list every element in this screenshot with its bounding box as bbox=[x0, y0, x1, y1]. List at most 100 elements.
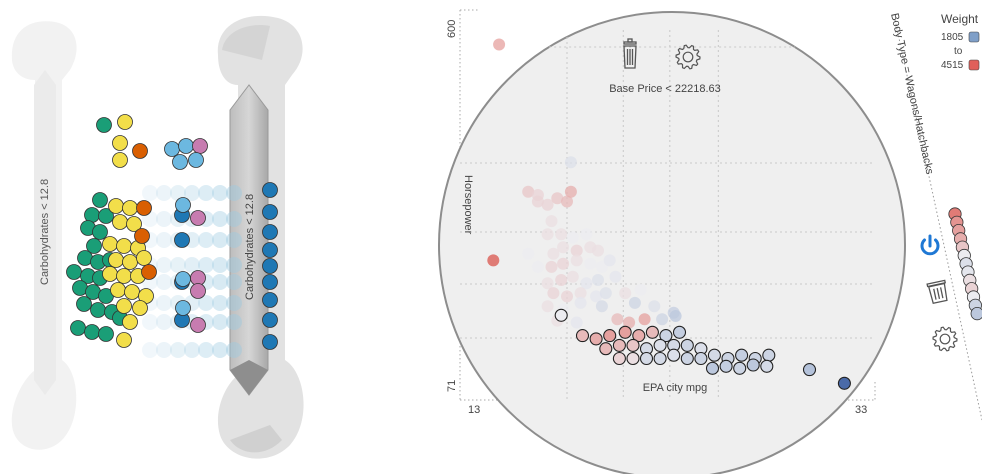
scatter-point[interactable] bbox=[760, 359, 774, 373]
scatter-point[interactable] bbox=[619, 287, 632, 300]
scatter-point[interactable] bbox=[694, 351, 708, 366]
dot-green[interactable] bbox=[92, 224, 108, 240]
dot-green[interactable] bbox=[70, 320, 86, 336]
dot-blue[interactable] bbox=[262, 242, 278, 258]
scatter-point[interactable] bbox=[564, 156, 577, 169]
dot-yellow[interactable] bbox=[110, 282, 126, 298]
dot-light-blue[interactable] bbox=[164, 141, 180, 157]
dot-green[interactable] bbox=[86, 238, 102, 254]
scatter-point[interactable] bbox=[603, 254, 616, 267]
scatter-point[interactable] bbox=[680, 338, 694, 352]
scatter-point[interactable] bbox=[531, 260, 544, 273]
scatter-point[interactable] bbox=[547, 247, 560, 260]
scatter-point[interactable] bbox=[561, 195, 573, 208]
dot-green[interactable] bbox=[96, 117, 112, 133]
dot-green[interactable] bbox=[84, 324, 100, 340]
scatter-point[interactable] bbox=[609, 270, 622, 283]
scatter-point[interactable] bbox=[623, 316, 636, 329]
dot-blue[interactable] bbox=[262, 292, 278, 308]
dot-blue[interactable] bbox=[262, 182, 278, 198]
scatter-point[interactable] bbox=[705, 361, 720, 375]
dot-blue[interactable] bbox=[262, 312, 278, 328]
scatter-point[interactable] bbox=[639, 351, 654, 366]
dot-blue[interactable] bbox=[262, 204, 278, 220]
dot-light-blue[interactable] bbox=[188, 152, 204, 168]
scatter-point[interactable] bbox=[648, 300, 661, 313]
scatter-point[interactable] bbox=[599, 287, 612, 300]
scatter-point[interactable] bbox=[733, 361, 747, 375]
trash-icon[interactable] bbox=[926, 279, 949, 305]
dot-green[interactable] bbox=[98, 326, 114, 342]
scatter-point[interactable] bbox=[570, 316, 583, 329]
scatter-point[interactable] bbox=[626, 351, 640, 366]
scatter-point[interactable] bbox=[545, 215, 558, 228]
dot-yellow[interactable] bbox=[112, 135, 128, 151]
scatter-point[interactable] bbox=[656, 313, 669, 326]
dot-yellow[interactable] bbox=[122, 314, 138, 330]
dot-green[interactable] bbox=[90, 302, 106, 318]
scatter-point[interactable] bbox=[574, 287, 587, 300]
dot-yellow[interactable] bbox=[116, 268, 132, 284]
dot-blue[interactable] bbox=[262, 258, 278, 274]
scatter-point[interactable] bbox=[653, 338, 667, 352]
scatter-point[interactable] bbox=[628, 296, 641, 309]
scatter-point[interactable] bbox=[564, 185, 577, 198]
scatter-point[interactable] bbox=[555, 228, 568, 241]
scatter-point[interactable] bbox=[555, 274, 568, 286]
scatter-point[interactable] bbox=[746, 358, 760, 372]
dot-pink[interactable] bbox=[190, 210, 206, 226]
scatter-point[interactable] bbox=[557, 257, 570, 270]
scatter-point[interactable] bbox=[575, 329, 590, 343]
scatter-point[interactable] bbox=[590, 290, 603, 303]
scatter-point[interactable] bbox=[634, 283, 647, 296]
scatter-point[interactable] bbox=[570, 254, 583, 267]
dot-orange[interactable] bbox=[141, 264, 157, 280]
dot-green[interactable] bbox=[76, 296, 92, 312]
scatter-point[interactable] bbox=[612, 351, 626, 366]
dot-orange[interactable] bbox=[134, 228, 150, 244]
dot-pink[interactable] bbox=[190, 283, 206, 299]
scatter-point[interactable] bbox=[561, 290, 573, 303]
scatter-point[interactable] bbox=[735, 348, 749, 362]
dot-blue[interactable] bbox=[262, 334, 278, 350]
dot-green[interactable] bbox=[92, 192, 108, 208]
dot-yellow[interactable] bbox=[108, 198, 124, 214]
dot-yellow[interactable] bbox=[108, 252, 124, 268]
scatter-point[interactable] bbox=[592, 274, 604, 286]
gear-icon[interactable] bbox=[675, 44, 701, 70]
scatter-point[interactable] bbox=[541, 228, 554, 241]
filtered-dot[interactable] bbox=[970, 307, 982, 321]
dot-yellow[interactable] bbox=[136, 250, 152, 266]
dot-yellow[interactable] bbox=[102, 266, 118, 282]
scatter-point[interactable] bbox=[680, 351, 694, 366]
scatter-point[interactable] bbox=[611, 313, 624, 326]
scatter-point[interactable] bbox=[566, 270, 579, 283]
scatter-point[interactable] bbox=[762, 348, 776, 362]
scatter-point[interactable] bbox=[626, 338, 640, 352]
scatter-point[interactable] bbox=[669, 310, 682, 322]
scatter-point[interactable] bbox=[672, 325, 687, 339]
power-icon[interactable] bbox=[920, 234, 940, 256]
dot-blue[interactable] bbox=[262, 224, 278, 240]
scatter-point[interactable] bbox=[545, 260, 558, 273]
scatter-point[interactable] bbox=[580, 228, 593, 241]
filter-pillar[interactable]: Carbohydrates < 12.8 bbox=[217, 15, 304, 459]
dot-yellow[interactable] bbox=[112, 214, 128, 230]
dot-light-blue[interactable] bbox=[175, 197, 191, 213]
scatter-point[interactable] bbox=[719, 359, 733, 373]
dot-light-blue[interactable] bbox=[172, 154, 188, 170]
scatter-point[interactable] bbox=[612, 338, 626, 352]
scatter-point[interactable] bbox=[566, 231, 579, 244]
scatter-point[interactable] bbox=[659, 329, 673, 343]
dot-yellow[interactable] bbox=[116, 332, 132, 348]
scatter-point[interactable] bbox=[603, 329, 617, 343]
dot-yellow[interactable] bbox=[122, 200, 138, 216]
dot-yellow[interactable] bbox=[124, 284, 140, 300]
dot-yellow[interactable] bbox=[126, 216, 142, 232]
trash-icon[interactable] bbox=[623, 38, 637, 69]
scatter-point[interactable] bbox=[638, 313, 651, 326]
scatter-point[interactable] bbox=[522, 185, 535, 198]
dot-yellow[interactable] bbox=[132, 300, 148, 316]
dot-yellow[interactable] bbox=[102, 236, 118, 252]
dot-yellow[interactable] bbox=[122, 254, 138, 270]
